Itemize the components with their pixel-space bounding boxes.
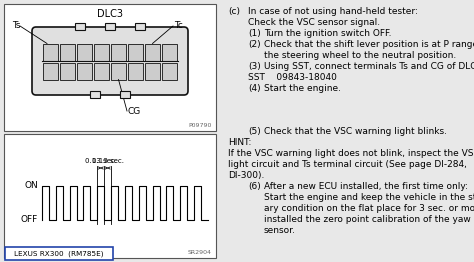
Bar [90, 91, 100, 98]
Bar [4, 134, 216, 258]
Bar [145, 63, 160, 79]
Bar [111, 63, 126, 79]
Bar [162, 63, 177, 79]
Text: SR2904: SR2904 [188, 250, 212, 255]
Text: ary condition on the flat place for 3 sec. or more, it's: ary condition on the flat place for 3 se… [264, 204, 474, 213]
Text: Check that the shift lever position is at P range, turn: Check that the shift lever position is a… [264, 40, 474, 49]
Text: the steering wheel to the neutral position.: the steering wheel to the neutral positi… [264, 51, 456, 60]
Bar [94, 63, 109, 79]
Text: Ts: Ts [12, 21, 20, 30]
Bar [135, 23, 145, 30]
Text: Using SST, connect terminals Ts and CG of DLC3.: Using SST, connect terminals Ts and CG o… [264, 62, 474, 71]
Text: Start the engine.: Start the engine. [264, 84, 341, 93]
Text: LEXUS RX300  (RM785E): LEXUS RX300 (RM785E) [14, 250, 104, 257]
Text: sensor.: sensor. [264, 226, 296, 235]
Text: DI-300).: DI-300). [228, 171, 264, 180]
Text: Tc: Tc [174, 21, 183, 30]
Text: OFF: OFF [21, 216, 38, 225]
Bar [5, 247, 113, 260]
Text: P09790: P09790 [189, 123, 212, 128]
Bar [75, 23, 85, 30]
Text: In case of not using hand-held tester:: In case of not using hand-held tester: [248, 7, 418, 16]
Text: After a new ECU installed, the first time only:: After a new ECU installed, the first tim… [264, 182, 468, 191]
Bar [128, 63, 143, 79]
Text: Check that the VSC warning light blinks.: Check that the VSC warning light blinks. [264, 127, 447, 136]
Text: HINT:: HINT: [228, 138, 251, 147]
Bar [43, 63, 58, 79]
Text: (2): (2) [248, 40, 261, 49]
Bar [77, 63, 92, 79]
Bar [94, 43, 109, 61]
Text: (4): (4) [248, 84, 261, 93]
Bar [145, 43, 160, 61]
Text: 0.13 sec.: 0.13 sec. [85, 158, 117, 164]
Bar [105, 23, 115, 30]
Text: (1): (1) [248, 29, 261, 38]
FancyBboxPatch shape [32, 27, 188, 95]
Bar [77, 43, 92, 61]
Bar [43, 43, 58, 61]
Text: (c): (c) [228, 7, 240, 16]
Bar [128, 43, 143, 61]
Text: Check the VSC sensor signal.: Check the VSC sensor signal. [248, 18, 380, 27]
Text: installed the zero point calibration of the yaw rate: installed the zero point calibration of … [264, 215, 474, 224]
Bar [162, 43, 177, 61]
Text: Start the engine and keep the vehicle in the station-: Start the engine and keep the vehicle in… [264, 193, 474, 202]
Bar [60, 43, 75, 61]
Text: light circuit and Ts terminal circuit (See page DI-284,: light circuit and Ts terminal circuit (S… [228, 160, 467, 169]
Text: (3): (3) [248, 62, 261, 71]
Text: 0.13 sec.: 0.13 sec. [91, 158, 124, 164]
Bar [120, 91, 130, 98]
Bar [4, 4, 216, 131]
Text: (5): (5) [248, 127, 261, 136]
Text: CG: CG [128, 106, 141, 116]
Text: Turn the ignition switch OFF.: Turn the ignition switch OFF. [264, 29, 392, 38]
Bar [111, 43, 126, 61]
Text: DLC3: DLC3 [97, 9, 123, 19]
Text: If the VSC warning light does not blink, inspect the VSC warning: If the VSC warning light does not blink,… [228, 149, 474, 158]
Text: ON: ON [24, 182, 38, 190]
Bar [60, 63, 75, 79]
Text: (6): (6) [248, 182, 261, 191]
Text: SST    09843-18040: SST 09843-18040 [248, 73, 337, 82]
